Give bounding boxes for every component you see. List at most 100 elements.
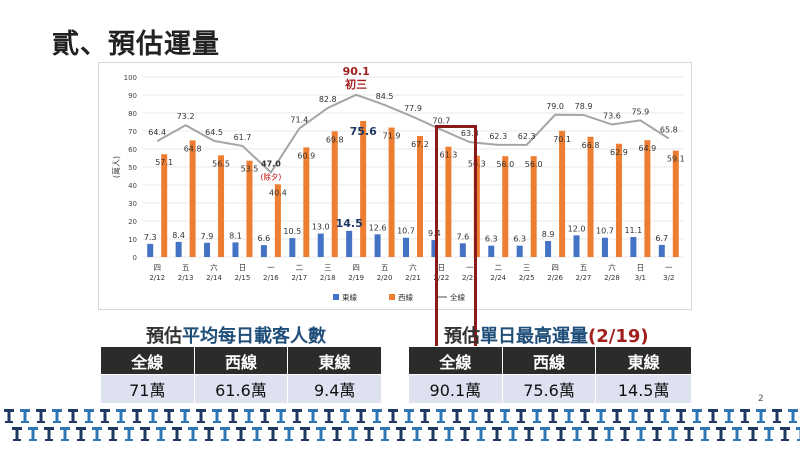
bar-east (459, 243, 466, 257)
rail-glyph (381, 439, 389, 441)
rail-glyph (44, 427, 54, 430)
bar-east (204, 242, 211, 257)
rail-glyph (348, 427, 358, 430)
rail-glyph (364, 427, 374, 430)
label-east: 13.0 (312, 223, 330, 232)
rail-glyph (431, 430, 435, 439)
rail-glyph (540, 427, 550, 430)
rail-glyph (260, 409, 270, 412)
bar-west (189, 140, 196, 257)
bar-east (630, 237, 637, 257)
rail-glyph (309, 421, 317, 423)
max-caption-prefix: 預估 (444, 326, 480, 347)
label-west: 70.1 (553, 135, 571, 144)
rail-glyph (308, 409, 318, 412)
y-tick-label: 90 (128, 92, 137, 100)
rail-glyph (460, 427, 470, 430)
rail-glyph (293, 421, 301, 423)
rail-glyph (319, 430, 323, 439)
rail-glyph (213, 421, 221, 423)
rail-glyph (373, 421, 381, 423)
bar-west (530, 156, 537, 257)
rail-glyph (783, 430, 787, 439)
rail-glyph (676, 409, 686, 412)
rail-glyph (412, 427, 422, 430)
bar-east (175, 241, 182, 257)
rail-glyph (295, 412, 299, 421)
rail-glyph (767, 430, 771, 439)
rail-glyph (789, 421, 797, 423)
label-total: 61.7 (234, 133, 252, 142)
rail-glyph (405, 421, 413, 423)
max-header-west: 西線 (501, 346, 597, 375)
rail-glyph (244, 409, 254, 412)
bar-west (360, 120, 367, 257)
bar-west (445, 146, 452, 257)
rail-glyph (429, 439, 437, 441)
x-tick-weekday: 一 (665, 263, 673, 272)
rail-glyph (389, 421, 397, 423)
rail-glyph (407, 412, 411, 421)
rail-glyph (21, 421, 29, 423)
max-table: 全線 西線 東線 90.1萬 75.6萬 14.5萬 (408, 346, 692, 404)
label-west: 56.5 (212, 159, 230, 168)
x-tick-weekday: 三 (523, 263, 531, 272)
rail-glyph (757, 421, 765, 423)
rail-glyph (452, 409, 462, 412)
rail-glyph (132, 409, 142, 412)
rail-glyph (476, 427, 486, 430)
rail-glyph (100, 409, 110, 412)
rail-glyph (527, 430, 531, 439)
rail-glyph (509, 439, 517, 441)
x-tick-weekday: 四 (551, 263, 559, 272)
label-west: 71.9 (383, 132, 401, 141)
rail-glyph (85, 421, 93, 423)
rail-glyph (773, 421, 781, 423)
rail-glyph (108, 427, 118, 430)
bar-west (331, 131, 338, 257)
rail-glyph (404, 409, 414, 412)
rail-glyph (71, 412, 75, 421)
label-west: 60.9 (297, 151, 315, 160)
rail-glyph (221, 439, 229, 441)
rail-glyph (148, 409, 158, 412)
rail-glyph (301, 439, 309, 441)
avg-value-east: 9.4萬 (287, 374, 382, 404)
rail-glyph (79, 430, 83, 439)
x-tick-date: 2/23 (462, 274, 478, 282)
label-east: 7.6 (456, 232, 469, 241)
avg-table: 全線 西線 東線 71萬 61.6萬 9.4萬 (100, 346, 382, 404)
bar-west (218, 155, 225, 257)
peak-note-label: 初三 (345, 77, 367, 91)
rail-glyph (332, 427, 342, 430)
rail-glyph (396, 427, 406, 430)
rail-glyph (125, 439, 133, 441)
x-tick-date: 3/1 (635, 274, 646, 282)
y-axis-label: (萬人) (111, 156, 121, 178)
rail-glyph (599, 412, 603, 421)
rail-glyph (549, 421, 557, 423)
rail-glyph (532, 409, 542, 412)
legend-label: 全線 (450, 292, 465, 302)
bar-east (573, 235, 580, 257)
rail-glyph (535, 412, 539, 421)
x-tick-weekday: 五 (182, 263, 190, 272)
label-total: 73.2 (177, 112, 195, 121)
rail-glyph (700, 427, 710, 430)
rail-glyph (253, 439, 261, 441)
rail-glyph (92, 427, 102, 430)
rail-glyph (639, 430, 643, 439)
rail-glyph (756, 409, 766, 412)
x-tick-date: 2/16 (263, 274, 279, 282)
x-tick-date: 2/13 (178, 274, 194, 282)
rail-glyph (453, 421, 461, 423)
rail-glyph (204, 427, 214, 430)
rail-glyph (279, 412, 283, 421)
rail-glyph (95, 430, 99, 439)
rail-glyph (101, 421, 109, 423)
rail-glyph (4, 409, 14, 412)
rail-glyph (437, 421, 445, 423)
rail-glyph (628, 409, 638, 412)
rail-glyph (36, 409, 46, 412)
rail-glyph (463, 430, 467, 439)
